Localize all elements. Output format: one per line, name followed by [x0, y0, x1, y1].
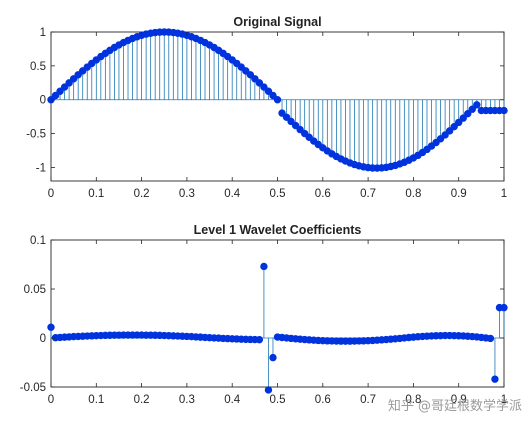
watermark-text: 知乎 @哥廷根数学学派 [387, 399, 522, 414]
data-point [51, 91, 60, 100]
data-point [60, 83, 69, 91]
x-tick-label: 0.5 [270, 394, 286, 406]
ticks-wavelet-coefficients: 0 0.1 0.2 0.3 0.4 0.5 0.6 0.7 0.8 0.9 1-0.0500.050… [20, 235, 507, 406]
stem-series-original-signal [47, 28, 508, 172]
ticks-original-signal: 0 0.1 0.2 0.3 0.4 0.5 0.6 0.7 0.8 0.9 1 -1 -0.5 0 0.5 1 [26, 27, 507, 200]
x-tick-label: 0.5 [270, 188, 286, 200]
chart-title-original-signal: Original Signal [233, 15, 321, 29]
x-tick-label: 0.7 [360, 394, 376, 406]
y-tick-label: 0.05 [24, 284, 46, 296]
data-point [260, 83, 268, 91]
x-tick-label: 0.9 [451, 188, 467, 200]
x-tick-label: 0 [48, 188, 54, 200]
x-tick-label: 0.1 [88, 188, 104, 200]
data-point [56, 87, 64, 95]
data-point [450, 122, 458, 131]
data-point [468, 105, 476, 113]
axes-original-signal: Original Signal 0 0.1 0.2 0.3 0.4 0.5 0.6 0.7 0.… [26, 15, 508, 200]
data-point [269, 353, 277, 362]
data-point [486, 334, 495, 343]
x-tick-label: 0.6 [315, 188, 331, 200]
x-tick-label: 1 [501, 394, 507, 406]
data-point [255, 79, 264, 87]
data-point [255, 335, 264, 344]
x-tick-label: 0.8 [405, 188, 421, 200]
x-tick-label: 0.6 [315, 394, 331, 406]
x-tick-label: 0.7 [360, 188, 376, 200]
data-point [473, 101, 481, 109]
y-tick-label: -0.5 [26, 129, 46, 141]
data-point [264, 386, 273, 394]
stem-series-wavelet-coefficients [47, 262, 508, 394]
data-point [47, 323, 55, 331]
data-point [269, 91, 277, 100]
x-tick-label: 0.4 [224, 188, 241, 200]
x-tick-label: 0.3 [179, 394, 195, 406]
x-tick-label: 0.8 [405, 394, 421, 406]
y-tick-label: -1 [36, 162, 46, 174]
data-point [278, 109, 286, 117]
x-tick-label: 0.2 [134, 394, 150, 406]
y-tick-label: -0.05 [20, 382, 46, 394]
axes-wavelet-coefficients: Level 1 Wavelet Coefficients 0 0.1 0.2 0.3 0… [20, 223, 508, 406]
data-point [273, 96, 282, 104]
y-tick-label: 0 [40, 333, 46, 345]
x-tick-label: 0.1 [88, 394, 104, 406]
chart-title-wavelet-coefficients: Level 1 Wavelet Coefficients [194, 223, 362, 237]
data-point [455, 118, 463, 127]
y-tick-label: 0 [40, 95, 46, 107]
plot-area-original-signal [50, 31, 505, 182]
data-point [445, 127, 454, 135]
y-tick-label: 0.1 [30, 235, 46, 247]
x-tick-label: 0.4 [224, 394, 241, 406]
data-point [500, 106, 508, 115]
y-tick-label: 0.5 [30, 61, 46, 73]
data-point [282, 113, 291, 121]
x-tick-label: 0.9 [451, 394, 467, 406]
x-tick-label: 1 [501, 188, 507, 200]
x-tick-label: 0.3 [179, 188, 195, 200]
data-point [464, 109, 472, 118]
data-point [491, 375, 499, 383]
y-tick-label: 1 [40, 27, 46, 39]
data-point [459, 114, 467, 122]
plot-area-wavelet-coefficients [50, 239, 505, 388]
data-point [500, 303, 508, 312]
data-point [260, 262, 268, 271]
x-tick-label: 0 [48, 394, 54, 406]
data-point [264, 87, 273, 95]
x-tick-label: 0.2 [134, 188, 150, 200]
